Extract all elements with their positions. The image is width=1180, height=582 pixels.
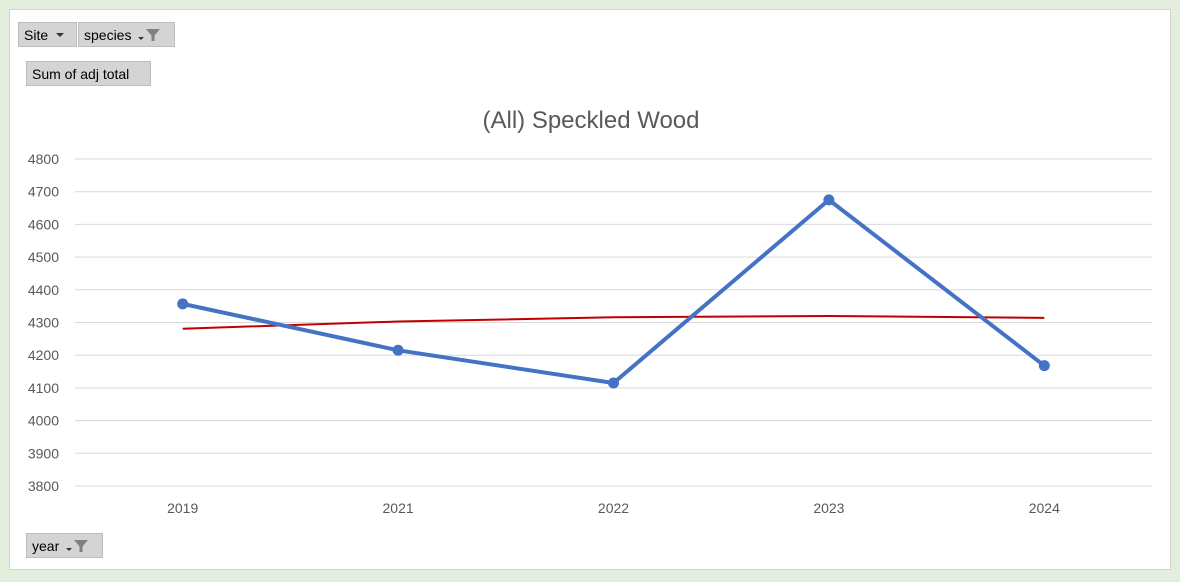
site-filter-label: Site [24,26,49,43]
filter-icon [146,28,161,41]
y-tick-label: 4600 [28,216,59,232]
y-tick-label: 3800 [28,478,59,494]
x-tick-label: 2024 [1029,500,1060,516]
y-tick-label: 4300 [28,315,59,331]
gridlines [75,158,1152,487]
series-layer [177,194,1050,389]
data-point[interactable] [823,194,835,206]
species-filter-button[interactable]: species [78,22,175,47]
values-field-label: Sum of adj total [32,65,130,82]
chart-title: (All) Speckled Wood [483,107,700,134]
y-tick-label: 4000 [28,413,59,429]
values-field-button[interactable]: Sum of adj total [26,61,151,86]
data-point[interactable] [608,377,619,389]
data-point[interactable] [177,298,189,310]
filter-icon [74,539,89,552]
year-axis-filter-label: year [32,537,60,554]
chevron-down-icon [66,548,73,551]
x-tick-label: 2023 [813,500,844,516]
species-filter-label: species [84,26,132,43]
y-tick-label: 4700 [28,184,59,200]
y-tick-label: 4500 [28,249,59,265]
chevron-down-icon [138,37,145,40]
year-axis-filter-button[interactable]: year [26,533,103,558]
x-tick-label: 2021 [383,500,414,516]
trendline [182,314,1045,330]
y-tick-label: 4200 [28,347,59,363]
data-point[interactable] [1038,360,1050,372]
x-tick-label: 2019 [167,500,198,516]
y-tick-label: 4100 [28,380,59,396]
x-tick-label: 2022 [598,500,629,516]
trendline-layer [182,314,1045,330]
y-tick-label: 4800 [28,151,59,167]
site-filter-button[interactable]: Site [18,22,77,47]
data-point[interactable] [392,344,404,356]
y-axis-ticks: 3800 3900 4000 4100 4200 4300 4400 4500 4600 4700… [28,151,59,494]
x-axis-ticks: 2019 2021 2022 2023 2024 [167,500,1060,516]
y-tick-label: 4400 [28,282,59,298]
chevron-down-icon [56,32,65,37]
y-tick-label: 3900 [28,445,59,461]
